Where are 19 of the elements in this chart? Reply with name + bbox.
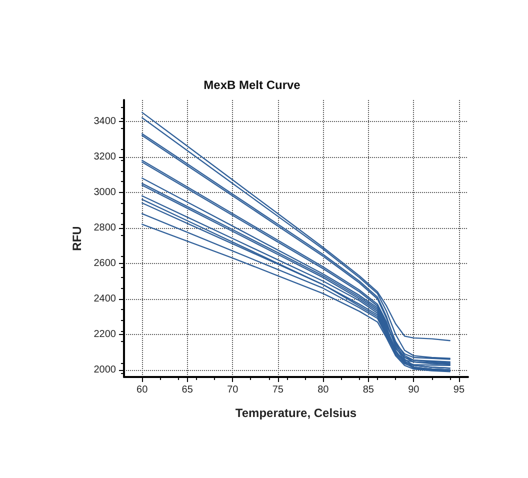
x-tick-label: 60	[136, 384, 148, 396]
y-tick-label: 2800	[94, 222, 116, 234]
x-tick-label: 90	[408, 384, 420, 396]
x-tick-label: 85	[362, 384, 374, 396]
x-tick-label: 80	[318, 384, 330, 396]
y-tick-label: 3200	[94, 151, 116, 162]
x-tick-label: 70	[227, 384, 239, 396]
x-tick-label: 75	[272, 384, 284, 396]
y-tick-label: 2200	[94, 328, 116, 340]
y-tick-label: 3000	[94, 186, 116, 198]
y-tick-label: 2400	[94, 293, 116, 304]
x-tick-label: 65	[182, 384, 194, 396]
y-axis-title: RFU	[70, 226, 84, 251]
y-tick-label: 2000	[94, 364, 116, 376]
chart-title: MexB Melt Curve	[204, 78, 301, 92]
x-axis-title: Temperature, Celsius	[235, 406, 357, 420]
y-tick-label: 3400	[94, 116, 116, 127]
x-tick-label: 95	[453, 384, 465, 396]
y-tick-label: 2600	[94, 258, 116, 269]
